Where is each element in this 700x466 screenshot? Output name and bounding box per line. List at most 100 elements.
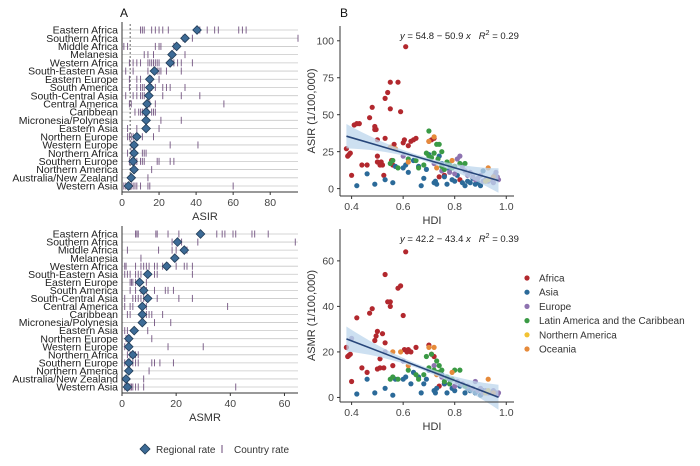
regional-rate-diamond — [172, 237, 183, 247]
data-point — [432, 390, 438, 396]
data-point — [359, 365, 365, 371]
data-point — [452, 178, 458, 184]
x-tick-label: 1.0 — [499, 201, 514, 213]
x-tick-label: 80 — [264, 197, 276, 209]
regional-rate-diamond — [121, 374, 131, 384]
region-label: Central America — [43, 98, 118, 110]
data-point — [416, 165, 422, 171]
data-point — [434, 181, 440, 187]
regional-rate-diamond — [137, 301, 148, 312]
data-point — [372, 390, 378, 396]
regional-rate-diamond — [141, 107, 151, 117]
y-tick-label: 50 — [322, 109, 334, 121]
regional-rate-label: Regional rate — [156, 445, 216, 456]
region-label: Northern Europe — [40, 333, 118, 345]
region-label: Southern Africa — [46, 33, 118, 45]
data-point — [408, 349, 414, 355]
data-point — [382, 177, 388, 183]
panel-b-label: B — [340, 6, 348, 20]
y-tick-label: 100 — [316, 36, 334, 48]
region-label: Australia/New Zealand — [12, 172, 118, 184]
regional-rate-diamond — [169, 253, 180, 264]
y-tick-label: 0 — [328, 183, 334, 195]
country-rate-label: Country rate — [234, 445, 289, 456]
regional-rate-diamond — [127, 349, 138, 360]
data-point — [405, 169, 411, 175]
x-axis-title: HDI — [423, 421, 442, 433]
data-point — [428, 351, 435, 357]
region-label: Australia/New Zealand — [12, 374, 118, 386]
regional-rate-diamond-icon — [139, 443, 151, 455]
legend-swatch — [524, 346, 530, 352]
regional-rate-diamond — [123, 181, 134, 191]
data-point — [373, 333, 379, 339]
data-point — [387, 303, 393, 309]
rate-legend: Regional rate Country rate — [139, 443, 289, 456]
data-point — [391, 141, 397, 147]
data-point — [413, 157, 419, 164]
data-point — [349, 172, 355, 178]
legend-swatch — [524, 332, 530, 338]
x-axis-title: ASIR — [192, 211, 218, 223]
y-tick-label: 0 — [328, 392, 334, 404]
data-point — [369, 104, 375, 110]
data-point — [377, 365, 383, 371]
region-label: Melanesia — [70, 253, 118, 265]
data-point — [372, 181, 378, 187]
data-point — [436, 174, 442, 180]
y-tick-label: 60 — [322, 256, 334, 268]
data-point — [413, 344, 419, 350]
region-label: Southern Africa — [46, 237, 118, 249]
x-tick-label: 0.4 — [344, 201, 359, 213]
region-label: Middle Africa — [58, 245, 118, 257]
data-point — [403, 249, 409, 255]
data-point — [347, 351, 353, 357]
data-point — [423, 166, 429, 172]
asir-hdi-scatter: 0.4 0.6 0.8 1.0 0 25 50 75 100 HDI ASIR (1/100,000… — [306, 26, 519, 227]
data-point — [403, 44, 409, 50]
data-point — [381, 172, 387, 178]
region-label: Southern Europe — [39, 357, 119, 369]
x-tick-label: 0.6 — [396, 407, 411, 419]
data-point — [434, 165, 440, 171]
data-point — [400, 312, 406, 319]
data-point — [395, 165, 401, 171]
region-label: Eastern Europe — [45, 74, 118, 86]
data-point — [398, 349, 404, 355]
region-label: South-Central Asia — [30, 293, 118, 305]
regional-rate-diamond — [129, 325, 140, 336]
regional-rate-diamond — [123, 357, 134, 368]
regression-line — [346, 135, 499, 182]
regional-rate-diamond — [137, 309, 148, 320]
x-tick-label: 20 — [153, 197, 165, 209]
data-point — [359, 162, 365, 168]
data-point — [374, 153, 380, 159]
data-point — [398, 109, 404, 115]
data-point — [426, 344, 432, 350]
data-point — [364, 369, 370, 375]
data-point — [441, 174, 447, 180]
scatter-legend: Africa Asia Europe Latin America and the Ca… — [524, 274, 685, 356]
data-point — [354, 391, 360, 397]
regional-rate-diamond — [123, 341, 134, 352]
data-point — [364, 162, 370, 168]
region-label: Melanesia — [70, 49, 118, 61]
data-point — [462, 160, 468, 167]
data-point — [382, 385, 388, 391]
x-tick-label: 20 — [170, 398, 182, 410]
legend-label: Latin America and the Caribbean — [539, 316, 685, 327]
data-point — [423, 376, 429, 382]
y-axis-title: ASMR (1/100,000) — [306, 270, 318, 361]
region-label: Eastern Europe — [45, 277, 118, 289]
data-point — [418, 390, 424, 396]
data-point — [485, 376, 491, 382]
regional-rate-diamond — [142, 293, 153, 304]
x-tick-label: 40 — [224, 398, 236, 410]
region-label: Northern Africa — [48, 148, 118, 160]
data-point — [421, 381, 427, 387]
panel-a-label: A — [120, 6, 128, 20]
data-point — [408, 381, 414, 387]
data-point — [449, 157, 455, 164]
region-label: Caribbean — [70, 309, 119, 321]
